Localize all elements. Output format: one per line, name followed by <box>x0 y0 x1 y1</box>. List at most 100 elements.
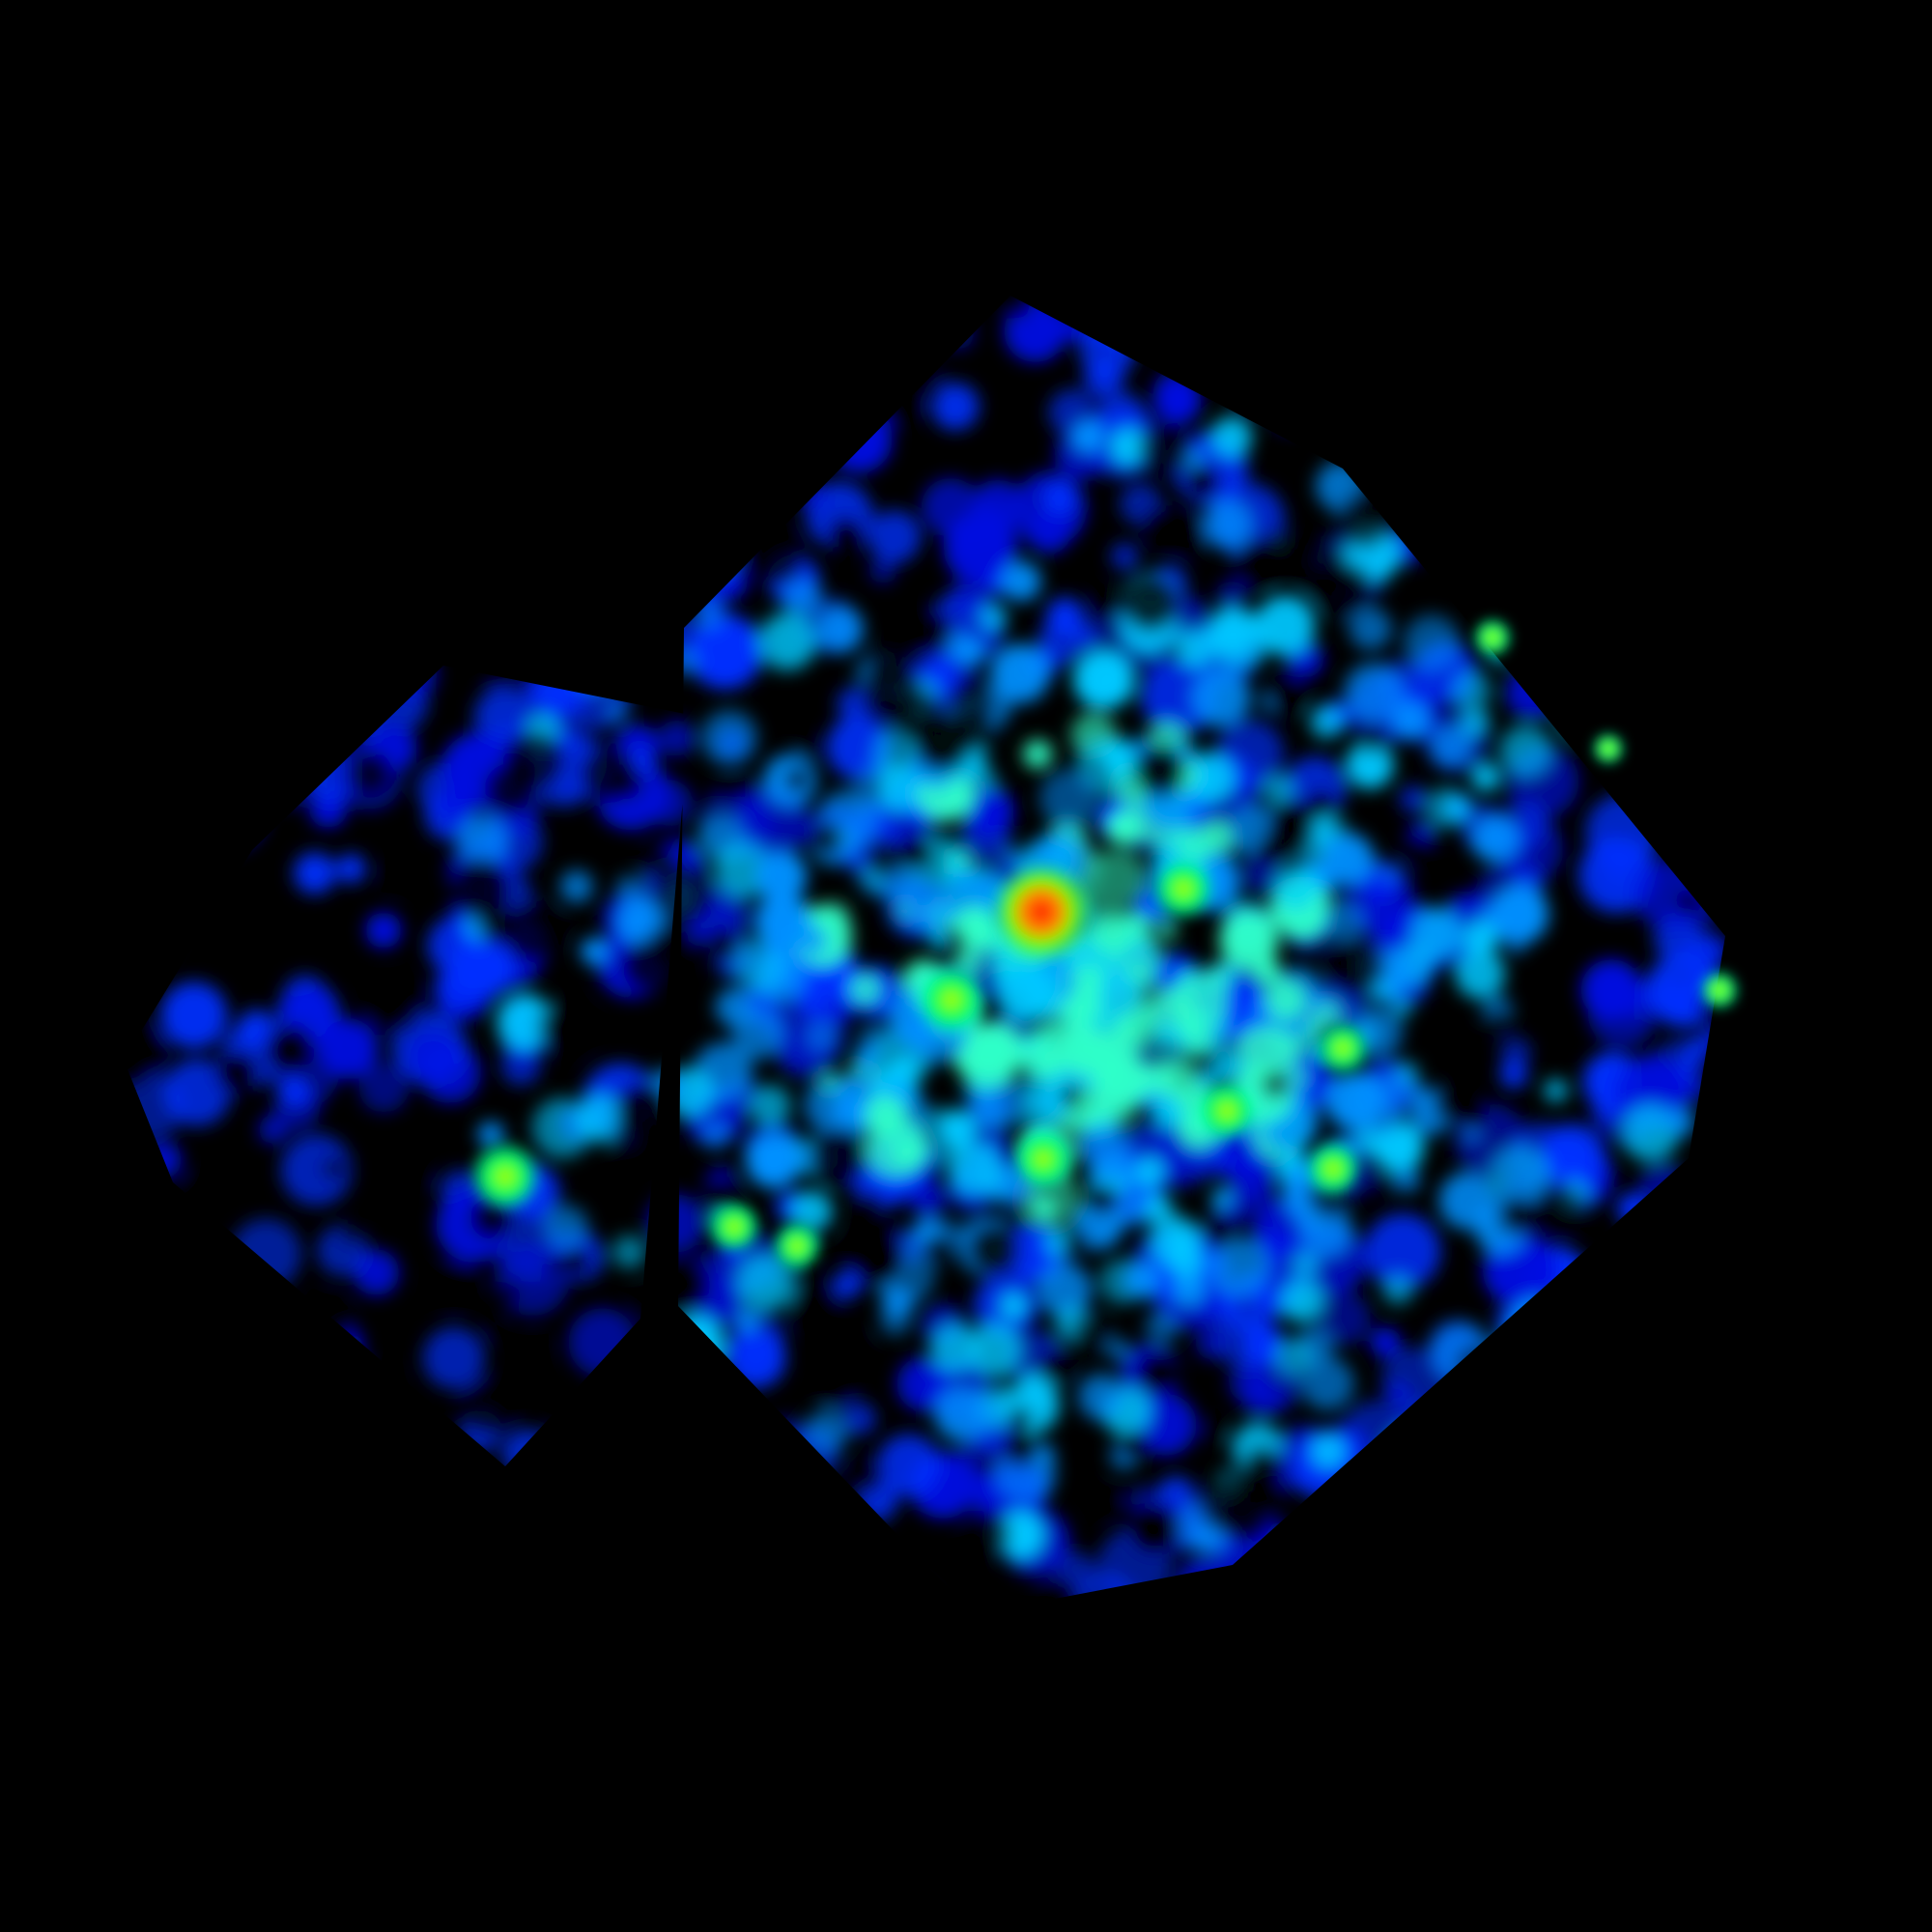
emission-blob <box>1458 1098 1491 1131</box>
emission-blob <box>1202 1419 1226 1442</box>
emission-blob <box>501 900 564 963</box>
emission-blob <box>1292 1252 1319 1279</box>
emission-blob <box>559 869 593 903</box>
emission-blob <box>783 766 811 793</box>
emission-blob <box>457 1377 517 1437</box>
emission-blob <box>358 1063 410 1113</box>
emission-blob <box>639 841 677 879</box>
emission-blob <box>646 780 693 826</box>
emission-blob <box>1539 1123 1605 1189</box>
emission-blob <box>1460 707 1491 738</box>
emission-blob <box>258 1115 288 1145</box>
emission-blob <box>1039 769 1099 828</box>
emission-blob <box>1001 1428 1040 1466</box>
emission-blob <box>237 1009 277 1049</box>
emission-blob <box>1144 1195 1174 1225</box>
emission-blob <box>999 296 1032 319</box>
emission-blob <box>1450 670 1492 711</box>
emission-blob <box>1073 648 1134 710</box>
emission-blob <box>1391 998 1412 1018</box>
emission-blob <box>1318 1292 1371 1346</box>
emission-blob <box>990 643 1050 703</box>
green-spot <box>1302 1138 1364 1200</box>
green-spot <box>467 1138 544 1215</box>
emission-blob <box>1317 562 1375 620</box>
emission-blob <box>436 968 478 1010</box>
emission-blob <box>1349 607 1392 650</box>
emission-blob <box>560 1246 592 1278</box>
emission-blob <box>1071 419 1105 453</box>
core-peak <box>988 859 1094 965</box>
emission-blob <box>1621 1104 1680 1162</box>
emission-blob <box>126 1028 168 1070</box>
emission-blob <box>1112 927 1163 980</box>
emission-blob <box>377 981 416 1022</box>
emission-blob <box>1484 1007 1513 1036</box>
emission-blob <box>1471 814 1520 863</box>
emission-blob <box>1089 589 1122 622</box>
emission-blob <box>963 785 1014 838</box>
emission-blob <box>1001 561 1041 602</box>
emission-blob <box>908 895 950 936</box>
emission-blob <box>538 999 595 1057</box>
emission-blob <box>1299 1205 1353 1258</box>
emission-blob <box>764 614 815 667</box>
emission-blob <box>687 613 763 690</box>
emission-blob <box>1151 1097 1184 1130</box>
emission-blob <box>1139 505 1180 546</box>
emission-blob <box>1133 743 1187 798</box>
emission-blob <box>338 1221 364 1247</box>
emission-blob <box>457 814 508 867</box>
emission-blob <box>497 1281 522 1307</box>
emission-blob <box>1208 1236 1269 1298</box>
emission-blob <box>1410 907 1463 960</box>
emission-blob <box>1210 415 1253 458</box>
emission-blob <box>714 777 741 804</box>
emission-blob <box>1037 1263 1093 1318</box>
emission-blob <box>531 1097 593 1159</box>
emission-blob <box>732 936 788 993</box>
emission-blob <box>818 1370 856 1408</box>
emission-blob <box>345 750 393 797</box>
emission-blob <box>1499 1037 1532 1068</box>
emission-blob <box>1357 724 1388 753</box>
emission-blob <box>1089 848 1146 905</box>
emission-blob <box>830 1093 875 1137</box>
emission-blob <box>1395 1168 1420 1193</box>
emission-blob <box>1138 422 1193 476</box>
emission-blob <box>1000 1293 1027 1320</box>
emission-blob <box>1107 810 1142 845</box>
emission-blob <box>1390 1061 1420 1090</box>
emission-blob <box>1219 911 1279 971</box>
emission-blob <box>1002 846 1023 867</box>
emission-blob <box>1375 1172 1397 1195</box>
emission-blob <box>610 1113 668 1171</box>
emission-blob <box>864 838 905 879</box>
emission-blob <box>1110 428 1149 467</box>
emission-blob <box>906 608 953 655</box>
emission-blob <box>998 1369 1023 1395</box>
emission-blob <box>485 1319 506 1340</box>
emission-blob <box>651 863 713 924</box>
emission-blob <box>1370 1327 1401 1357</box>
emission-blob <box>1217 1313 1277 1373</box>
emission-blob <box>1023 739 1053 769</box>
emission-blob <box>1325 936 1385 997</box>
emission-blob <box>1281 1279 1324 1323</box>
emission-blob <box>754 850 808 903</box>
green-spot <box>1698 969 1741 1011</box>
emission-blob <box>1532 1183 1586 1237</box>
emission-blob <box>1499 724 1552 779</box>
emission-blob <box>1425 787 1466 828</box>
emission-blob <box>1093 1052 1150 1110</box>
emission-blob <box>868 556 896 584</box>
emission-blob <box>581 937 608 965</box>
emission-blob <box>996 1511 1044 1559</box>
emission-blob <box>818 1070 841 1094</box>
emission-blob <box>922 1233 955 1266</box>
emission-blob <box>1098 972 1143 1016</box>
emission-blob <box>1271 863 1320 911</box>
emission-blob <box>788 1279 843 1334</box>
emission-blob <box>948 1144 1000 1196</box>
